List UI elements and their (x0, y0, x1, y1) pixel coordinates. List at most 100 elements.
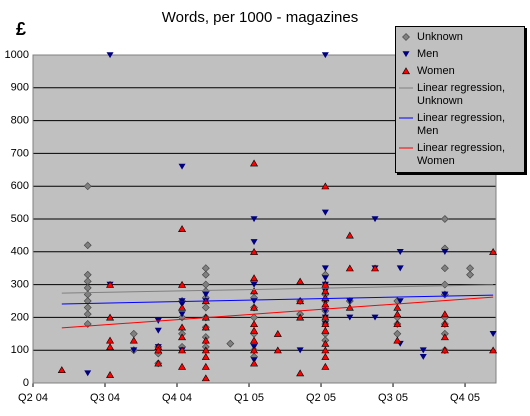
point (440, 264, 449, 273)
point (489, 248, 498, 255)
point (346, 298, 354, 305)
y-tick-label: 100 (11, 344, 29, 356)
legend-item: Linear regression, Women (396, 140, 524, 170)
point (396, 265, 404, 272)
y-axis-title: £ (16, 19, 26, 39)
legend: Unknown Men Women Linear regression, Unknow… (395, 26, 525, 173)
point (250, 359, 259, 367)
legend-marker (402, 51, 410, 58)
point (440, 310, 449, 318)
point (178, 163, 186, 170)
point (321, 182, 330, 190)
legend-item: Linear regression, Unknown (396, 80, 524, 110)
point (154, 359, 163, 367)
point (371, 314, 379, 321)
point (106, 371, 115, 378)
point (250, 336, 259, 344)
y-tick-label: 400 (11, 246, 29, 258)
point (250, 346, 259, 354)
point (129, 336, 138, 344)
point (441, 291, 449, 298)
point (393, 336, 402, 344)
point (419, 353, 427, 360)
point (296, 369, 305, 377)
point (321, 313, 330, 321)
y-tick-label: 300 (11, 279, 29, 291)
point (273, 330, 282, 337)
point (296, 313, 305, 321)
point (321, 287, 330, 295)
point (201, 353, 210, 360)
point (321, 209, 329, 216)
point (440, 215, 449, 223)
point (250, 159, 259, 167)
point (321, 353, 330, 360)
point (201, 270, 210, 279)
point (250, 326, 259, 334)
point (250, 216, 258, 223)
y-tick-label: 800 (11, 115, 29, 127)
point (345, 231, 354, 239)
point (106, 52, 114, 59)
point (202, 291, 210, 298)
legend-item: Men (396, 46, 524, 63)
regression-line (61, 296, 494, 329)
point (419, 347, 427, 354)
chart-title: Words, per 1000 - magazines (162, 9, 359, 26)
point (321, 265, 329, 272)
x-tick-label: Q4 04 (162, 392, 192, 404)
point (345, 264, 354, 272)
legend-marker (402, 33, 410, 41)
point (83, 241, 92, 250)
y-tick-label: 900 (11, 82, 29, 94)
point (84, 370, 92, 377)
point (296, 297, 305, 305)
point (178, 225, 187, 232)
point (106, 280, 115, 288)
point (321, 320, 330, 328)
point (130, 347, 138, 354)
regression-line (61, 294, 494, 305)
point (250, 303, 259, 311)
x-tick-label: Q2 04 (18, 392, 48, 404)
point (396, 249, 404, 255)
y-tick-label: 500 (11, 213, 29, 225)
point (346, 314, 354, 321)
y-tick-label: 700 (11, 147, 29, 159)
point (396, 298, 404, 305)
legend-label: Men (417, 48, 439, 60)
point (371, 264, 380, 272)
point (489, 346, 498, 354)
point (250, 320, 259, 328)
x-tick-label: Q3 05 (378, 392, 408, 404)
point (106, 313, 115, 321)
point (393, 310, 402, 318)
legend-item: Linear regression, Men (396, 110, 524, 140)
legend-symbol (402, 51, 410, 58)
legend-symbol (401, 67, 411, 75)
point (321, 362, 330, 370)
point (154, 327, 162, 334)
point (321, 275, 329, 282)
point (441, 249, 449, 255)
regression-line (61, 284, 494, 294)
legend-symbol (399, 147, 413, 149)
legend-label: Women (417, 65, 455, 77)
point (57, 366, 66, 373)
point (250, 274, 259, 282)
y-tick-label: 1000 (5, 49, 29, 61)
point (489, 331, 497, 337)
legend-symbol (402, 33, 410, 41)
legend-marker (401, 67, 411, 75)
point (178, 346, 187, 354)
point (201, 362, 210, 370)
legend-symbol (399, 87, 413, 89)
point (250, 281, 258, 288)
point (321, 52, 329, 59)
point (321, 339, 330, 347)
point (440, 333, 449, 341)
legend-label: Unknown (417, 31, 463, 43)
point (250, 287, 259, 295)
point (273, 346, 282, 354)
x-tick-label: Q3 04 (90, 392, 120, 404)
